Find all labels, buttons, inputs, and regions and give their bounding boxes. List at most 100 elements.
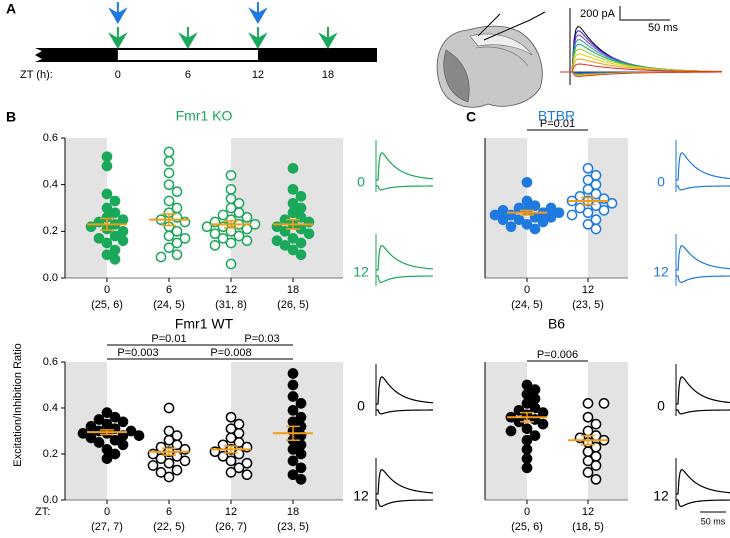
data-point [163,434,175,446]
data-point [582,183,594,195]
epsc-trace [376,185,434,191]
data-point [598,204,610,216]
y-tick-label: 0.0 [43,494,58,506]
data-point [171,249,183,261]
data-point [521,434,533,446]
data-point [241,469,253,481]
data-point [521,453,533,464]
data-point [93,232,105,244]
data-point [537,216,549,228]
x-tick-label: 6 [166,284,172,296]
data-point [521,176,533,188]
data-point [590,188,602,200]
data-point [287,404,299,416]
data-point [109,230,121,242]
sem-bar [162,213,176,227]
ipsc-trace [376,152,434,181]
data-point [521,423,533,435]
data-point [295,237,307,249]
ipsc-trace [376,469,434,495]
data-point [582,411,594,423]
data-point [163,230,175,242]
data-point [117,235,129,247]
chart-title: B6 [548,316,565,332]
epsc-trace [676,499,730,508]
trace-label: 0 [657,398,665,414]
ipsc-trace [676,376,730,405]
x-tick-label: 0 [524,506,530,518]
blue-arrow [248,2,268,24]
data-point [125,425,137,437]
y-axis-label: Excitation/Inhibition Ratio [12,343,24,467]
data-point [287,162,299,174]
data-point [295,249,307,261]
epsc-trace [676,185,730,191]
scale-bar [619,6,670,21]
data-point [133,430,145,441]
y-tick-label: 0.2 [43,225,58,237]
chart-title: BTBR [538,108,575,124]
ipsc-trace [376,245,434,271]
data-point [155,251,167,263]
x-tick-label: 6 [185,69,191,81]
data-point [590,473,602,485]
data-point [179,232,191,244]
n-label: (26, 7) [215,521,247,533]
data-point [505,221,517,233]
significance-label: P=0.006 [537,349,578,361]
data-point [163,242,175,254]
data-point [295,462,307,474]
data-point [537,418,549,430]
n-label: (23, 5) [277,521,309,533]
scale-label: 50 ms [701,516,726,526]
x-tick-label: 12 [225,506,237,518]
x-tick-label: 6 [166,506,172,518]
data-point [566,209,578,221]
data-point [513,214,525,226]
data-point [287,232,299,244]
trace [560,25,723,73]
data-point [217,450,229,462]
significance-label: P=0.01 [540,118,575,130]
n-label: (23, 5) [572,299,604,311]
data-point [287,368,299,379]
epsc-trace [676,275,730,284]
epsc-trace [676,409,730,415]
data-point [590,418,602,430]
y-tick-label: 0.6 [43,356,58,368]
n-label: (27, 7) [91,521,123,533]
data-point [171,237,183,249]
scale-label: 50 ms [648,22,678,34]
data-point [171,225,183,237]
data-point [279,239,291,251]
data-point [582,467,594,478]
data-point [521,444,533,455]
data-point [233,207,245,219]
data-point [606,197,618,209]
data-point [225,183,237,195]
data-point [241,211,253,223]
data-point [574,202,586,214]
trace-label: 12 [653,264,669,280]
sem-bar [286,425,300,441]
data-point [109,195,121,207]
data-point [225,467,237,478]
significance-label: P=0.008 [210,347,251,359]
trace-label: 12 [353,264,369,280]
y-tick-label: 0.4 [43,179,58,191]
sem-bar [162,447,176,456]
green-arrow [108,27,128,49]
sem-bar [581,196,595,206]
n-label: (25, 6) [511,521,543,533]
data-point [233,437,245,448]
ipsc-trace [376,376,434,405]
x-tick-label: 12 [252,69,264,81]
data-point [109,207,121,219]
data-point [201,221,213,233]
data-point [537,407,549,418]
data-point [553,207,565,219]
data-point [233,230,245,242]
panel-label: B [6,109,16,125]
data-point [582,398,594,409]
